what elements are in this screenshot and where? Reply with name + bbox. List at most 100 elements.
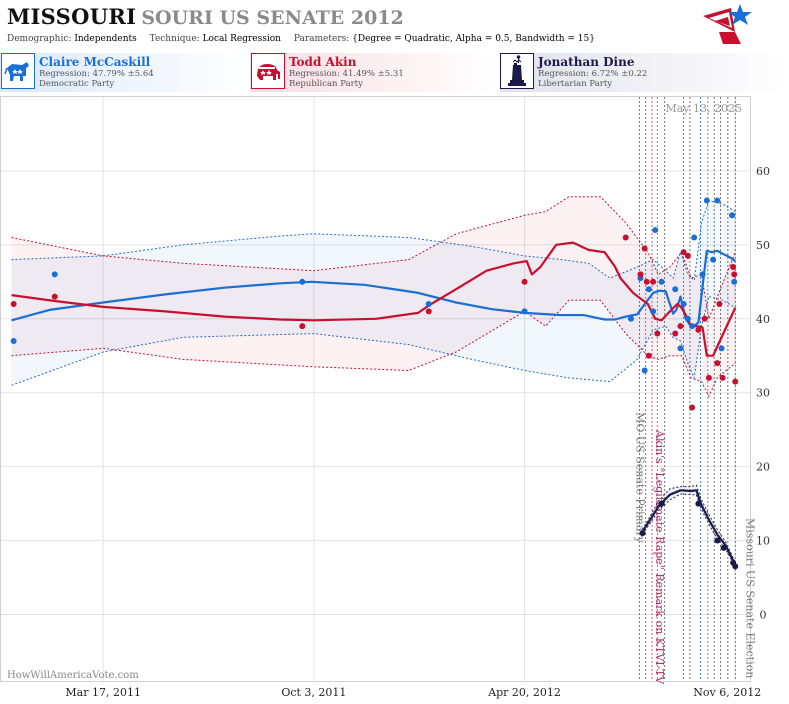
- poll-point: [641, 367, 648, 374]
- poll-point: [645, 352, 652, 359]
- demographic-label: Demographic:: [7, 34, 72, 44]
- plot-frame: [0, 96, 751, 682]
- poll-point: [731, 271, 738, 278]
- x-tick-label: Nov 6, 2012: [693, 686, 761, 699]
- parameters-row: Demographic: Independents Technique: Loc…: [7, 34, 605, 44]
- poll-point: [658, 278, 665, 285]
- technique-label: Technique:: [149, 34, 200, 44]
- candidate-mccaskill: Claire McCaskill Regression: 47.79% ±5.6…: [1, 53, 246, 91]
- poll-point: [645, 286, 652, 293]
- trend-line: [11, 249, 736, 329]
- candidate-name: Jonathan Dine: [538, 55, 635, 69]
- poll-point: [703, 197, 710, 204]
- poll-point: [732, 378, 739, 385]
- x-axis-ticks: Mar 17, 2011 Oct 3, 2011 Apr 20, 2012 Nov 6…: [65, 686, 761, 699]
- poll-point: [10, 337, 17, 344]
- poll-point: [639, 530, 646, 537]
- poll-point: [650, 278, 657, 285]
- poll-point: [699, 271, 706, 278]
- poll-point: [730, 264, 737, 271]
- poll-point: [51, 271, 58, 278]
- poll-point: [654, 330, 661, 337]
- poll-point: [680, 300, 687, 307]
- liberty-statue-icon: [500, 53, 534, 89]
- chart-title: MISSOURI SOURI US SENATE 2012: [7, 4, 404, 32]
- poll-point: [627, 315, 634, 322]
- gridlines: [1, 97, 750, 681]
- poll-point: [622, 234, 629, 241]
- trend-line: [641, 489, 737, 566]
- poll-point: [691, 234, 698, 241]
- poll-point: [521, 278, 528, 285]
- poll-point: [677, 345, 684, 352]
- parameters-label: Parameters:: [293, 34, 350, 44]
- poll-point: [684, 315, 691, 322]
- poll-point: [650, 308, 657, 315]
- candidate-regression: Regression: 47.79% ±5.64: [39, 69, 154, 79]
- y-tick-label: 10: [756, 535, 770, 548]
- candidate-legend: Claire McCaskill Regression: 47.79% ±5.6…: [0, 53, 789, 93]
- poll-point: [641, 245, 648, 252]
- band-lower-edge: [642, 493, 736, 568]
- poll-point: [10, 300, 17, 307]
- candidate-regression: Regression: 6.72% ±0.22: [538, 69, 648, 79]
- poll-point: [714, 197, 721, 204]
- candidate-party: Democratic Party: [39, 79, 115, 89]
- poll-point: [689, 323, 696, 330]
- poll-point: [689, 404, 696, 411]
- poll-point: [705, 374, 712, 381]
- candidate-regression: Regression: 41.49% ±5.31: [289, 69, 404, 79]
- poll-point: [718, 345, 725, 352]
- poll-point: [716, 300, 723, 307]
- confidence-bands: [11, 196, 736, 568]
- title-race: SOURI US SENATE 2012: [141, 7, 404, 29]
- band-upper-edge: [11, 199, 736, 282]
- poll-point: [731, 278, 738, 285]
- candidate-name: Todd Akin: [289, 55, 357, 69]
- poll-point: [719, 374, 726, 381]
- poll-point: [680, 249, 687, 256]
- x-tick-label: Apr 20, 2012: [487, 686, 561, 699]
- poll-point: [701, 315, 708, 322]
- elephant-icon: [251, 53, 285, 89]
- candidate-party: Republican Party: [289, 79, 363, 89]
- poll-point: [51, 293, 58, 300]
- poll-point: [710, 256, 717, 263]
- candidate-name: Claire McCaskill: [39, 55, 151, 69]
- poll-point: [729, 212, 736, 219]
- poll-point: [720, 544, 727, 551]
- poll-point: [714, 360, 721, 367]
- parameters-value: {Degree = Quadratic, Alpha = 0.5, Bandwi…: [352, 34, 595, 44]
- poll-point: [677, 323, 684, 330]
- poll-point: [695, 500, 702, 507]
- y-tick-label: 30: [756, 387, 770, 400]
- poll-point: [658, 500, 665, 507]
- poll-point: [425, 300, 432, 307]
- x-tick-label: Oct 3, 2011: [281, 686, 346, 699]
- date-stamp: May 13, 2025: [665, 102, 742, 115]
- y-tick-label: 20: [756, 461, 770, 474]
- confidence-band: [11, 200, 736, 386]
- y-tick-label: 60: [756, 165, 770, 178]
- candidate-dine: Jonathan Dine Regression: 6.72% ±0.22 Li…: [500, 53, 785, 91]
- poll-point: [672, 330, 679, 337]
- y-tick-label: 50: [756, 239, 770, 252]
- poll-point: [672, 286, 679, 293]
- candidate-party: Libertarian Party: [538, 79, 613, 89]
- poll-point: [652, 227, 659, 234]
- title-state: MISSOURI: [7, 4, 137, 29]
- poll-point: [637, 271, 644, 278]
- poll-point: [425, 308, 432, 315]
- poll-point: [684, 252, 691, 259]
- y-axis-ticks: 0 10 20 30 40 50 60: [756, 165, 770, 622]
- y-tick-label: 0: [760, 608, 767, 621]
- event-label: MO US Senate Primary: [633, 412, 646, 544]
- demographic-value: Independents: [74, 34, 137, 44]
- poll-point: [732, 563, 739, 570]
- poll-point: [299, 278, 306, 285]
- event-label: Missouri US Senate Election: [743, 518, 756, 678]
- poll-point: [521, 308, 528, 315]
- y-tick-label: 40: [756, 313, 770, 326]
- event-label: Akin's "Legitimate Rape" Remark on KTVI-…: [653, 429, 666, 685]
